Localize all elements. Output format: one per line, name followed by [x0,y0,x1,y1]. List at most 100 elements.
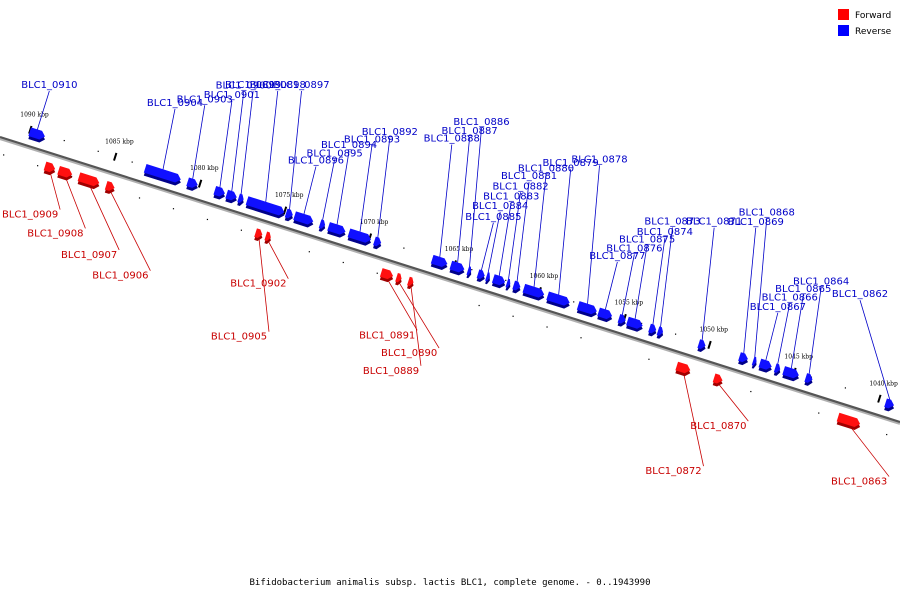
label-leader [859,299,891,400]
label-leader [808,287,822,375]
legend: Forward Reverse [838,9,892,37]
gene-arrow[interactable] [213,186,225,200]
gene-arrow[interactable] [347,228,372,246]
gene-arrow[interactable] [836,412,861,431]
gene-label-blc1_0875: BLC1_0875 [619,234,675,245]
gene-arrow[interactable] [318,219,326,232]
gene-arrow[interactable] [466,266,472,279]
gene-arrow[interactable] [449,260,465,276]
gene-label-blc1_0884: BLC1_0884 [472,201,528,212]
minor-tick [308,251,310,253]
gene-arrow[interactable] [430,254,448,270]
gene-label-blc1_0908: BLC1_0908 [27,228,83,239]
major-tick [877,394,882,403]
gene-arrow[interactable] [804,373,813,386]
gene-arrow[interactable] [245,196,285,219]
label-leader [377,137,391,238]
gene-label-blc1_0904: BLC1_0904 [147,98,203,109]
gene-arrow[interactable] [738,352,749,366]
label-leader [88,184,120,251]
label-leader [634,245,648,319]
gene-label-blc1_0895: BLC1_0895 [307,148,363,159]
gene-arrow[interactable] [648,323,657,337]
gene-arrow[interactable] [712,373,723,387]
minor-tick [580,337,582,339]
label-leader [410,286,422,366]
gene-arrow[interactable] [293,211,314,228]
minor-tick [376,272,378,274]
tick-label: 1060 kbp [530,273,559,280]
label-leader [359,145,373,232]
label-leader [848,424,890,477]
gene-arrow[interactable] [597,307,613,323]
gene-arrow[interactable] [546,291,570,309]
label-leader [533,174,547,287]
gene-arrow[interactable] [697,339,706,352]
gene-arrow[interactable] [327,222,346,238]
gene-label-blc1_0869: BLC1_0869 [728,217,784,228]
gene-arrow[interactable] [758,358,772,373]
gene-arrow[interactable] [407,276,414,290]
gene-arrow[interactable] [773,363,781,376]
gene-arrow[interactable] [617,314,626,327]
minor-tick [478,304,480,307]
gene-arrow[interactable] [186,177,198,191]
gene-arrow[interactable] [576,301,597,318]
gene-arrow[interactable] [143,163,181,186]
gene-arrow[interactable] [264,231,271,244]
gene-arrow[interactable] [522,283,545,301]
minor-tick [342,261,344,264]
label-leader [487,211,501,273]
gene-arrow[interactable] [485,272,490,285]
gene-arrow[interactable] [43,161,56,176]
gene-label-blc1_0909: BLC1_0909 [2,210,58,221]
gene-arrow[interactable] [751,356,757,369]
major-tick [282,206,288,215]
label-leader [558,169,572,295]
gene-arrow[interactable] [395,272,402,286]
gene-label-blc1_0906: BLC1_0906 [92,271,148,282]
gene-arrow[interactable] [505,278,511,291]
label-leader [660,227,673,328]
backbone-line [0,135,900,424]
minor-tick [573,301,575,303]
gene-label-blc1_0880: BLC1_0880 [518,163,574,174]
label-leader [231,91,245,192]
gene-label-blc1_0887: BLC1_0887 [442,126,498,137]
label-leader [498,202,512,276]
gene-arrow[interactable] [656,326,664,339]
gene-label-blc1_0868: BLC1_0868 [739,207,795,218]
gene-arrow[interactable] [284,208,293,222]
minor-tick [818,412,820,414]
label-leader [754,218,768,357]
gene-arrow[interactable] [104,181,115,194]
major-tick [113,152,118,161]
gene-arrow[interactable] [675,361,691,377]
gene-arrow[interactable] [782,366,799,382]
gene-arrow[interactable] [512,280,521,294]
minor-tick [471,269,473,271]
gene-label-blc1_0871: BLC1_0871 [686,217,742,228]
minor-tick [648,358,650,360]
gene-arrow[interactable] [225,189,237,204]
minor-tick [546,326,548,328]
gene-label-blc1_0881: BLC1_0881 [501,171,557,182]
gene-arrow[interactable] [476,269,485,283]
gene-arrow[interactable] [254,228,263,241]
gene-label-blc1_0878: BLC1_0878 [571,154,627,165]
gene-label-blc1_0885: BLC1_0885 [465,212,521,223]
gene-arrow[interactable] [491,274,506,289]
backbone-shadow [0,137,900,425]
gene-arrow[interactable] [626,316,643,332]
gene-arrow[interactable] [237,193,244,206]
gene-arrow[interactable] [28,127,45,143]
gene-arrow[interactable] [57,165,73,181]
gene-arrow[interactable] [884,398,895,412]
label-leader [457,137,471,263]
gene-arrow[interactable] [373,236,382,250]
label-leader [303,166,317,215]
label-leader [322,159,336,221]
gene-arrow[interactable] [77,172,100,190]
gene-arrow[interactable] [379,268,394,283]
label-leader [289,90,302,210]
